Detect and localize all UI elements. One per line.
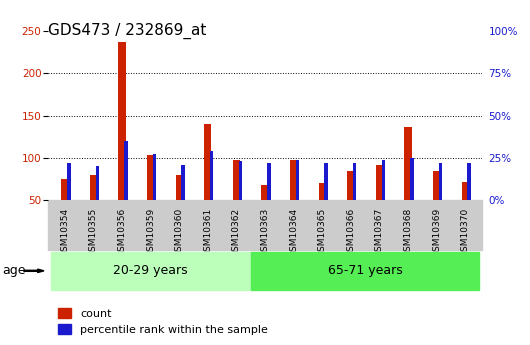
- Bar: [319, 183, 326, 242]
- Bar: [61, 179, 68, 242]
- Legend: count, percentile rank within the sample: count, percentile rank within the sample: [53, 304, 272, 339]
- Bar: [290, 160, 297, 242]
- Bar: [467, 163, 471, 200]
- Text: 65-71 years: 65-71 years: [328, 264, 402, 277]
- Bar: [153, 155, 156, 200]
- Bar: [124, 141, 128, 200]
- Bar: [210, 151, 214, 200]
- Text: GDS473 / 232869_at: GDS473 / 232869_at: [48, 22, 206, 39]
- Bar: [204, 124, 211, 242]
- Bar: [324, 163, 328, 200]
- Bar: [67, 163, 70, 200]
- Bar: [181, 165, 185, 200]
- Bar: [433, 171, 440, 242]
- Bar: [462, 181, 469, 242]
- Bar: [296, 159, 299, 200]
- Bar: [347, 171, 355, 242]
- Bar: [233, 160, 240, 242]
- Bar: [353, 163, 356, 200]
- Bar: [382, 159, 385, 200]
- Bar: [404, 127, 411, 242]
- Bar: [261, 185, 269, 242]
- Text: 20-29 years: 20-29 years: [113, 264, 188, 277]
- Bar: [410, 158, 413, 200]
- Bar: [119, 42, 126, 242]
- Text: age: age: [3, 264, 26, 277]
- Bar: [147, 155, 154, 242]
- Bar: [90, 175, 97, 242]
- Bar: [267, 163, 271, 200]
- Bar: [376, 165, 383, 242]
- Bar: [175, 175, 183, 242]
- Bar: [439, 163, 442, 200]
- Bar: [95, 166, 99, 200]
- Bar: [238, 161, 242, 200]
